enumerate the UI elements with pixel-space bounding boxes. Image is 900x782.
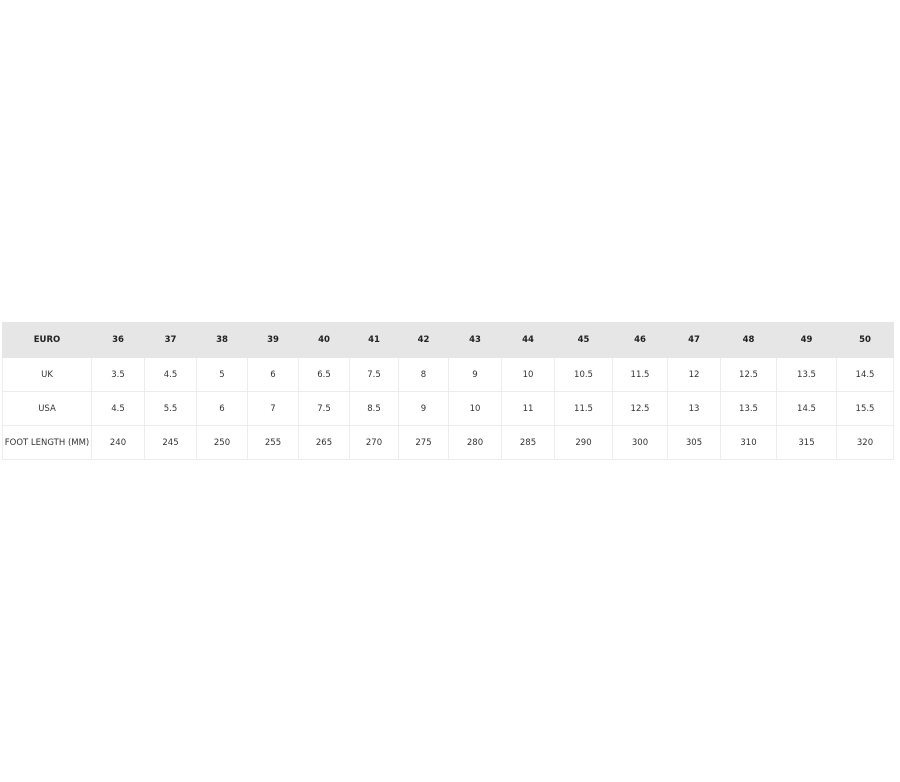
header-size-cell: 36 [91, 322, 145, 358]
size-value-cell: 290 [554, 425, 613, 460]
header-size-cell: 45 [554, 322, 613, 358]
header-size-cell: 47 [667, 322, 721, 358]
size-value-cell: 3.5 [91, 357, 145, 392]
size-value-cell: 14.5 [836, 357, 894, 392]
size-value-cell: 255 [247, 425, 299, 460]
size-value-cell: 320 [836, 425, 894, 460]
row-label-cell: FOOT LENGTH (MM) [2, 425, 92, 460]
size-value-cell: 7.5 [298, 391, 350, 426]
size-value-cell: 12.5 [612, 391, 668, 426]
header-size-cell: 46 [612, 322, 668, 358]
size-value-cell: 10.5 [554, 357, 613, 392]
size-value-cell: 15.5 [836, 391, 894, 426]
size-value-cell: 315 [776, 425, 837, 460]
size-value-cell: 4.5 [91, 391, 145, 426]
header-size-cell: 42 [398, 322, 449, 358]
table-row: USA 4.5 5.5 6 7 7.5 8.5 9 10 11 11.5 12.5 13 13.5 14.5… [2, 391, 894, 426]
header-size-cell: 40 [298, 322, 350, 358]
size-value-cell: 250 [196, 425, 248, 460]
table-row: FOOT LENGTH (MM) 240 245 250 255 265 270 275 280… [2, 425, 894, 460]
size-value-cell: 11.5 [612, 357, 668, 392]
size-value-cell: 4.5 [144, 357, 197, 392]
header-size-cell: 43 [448, 322, 502, 358]
size-value-cell: 6.5 [298, 357, 350, 392]
size-value-cell: 240 [91, 425, 145, 460]
size-value-cell: 275 [398, 425, 449, 460]
size-value-cell: 7.5 [349, 357, 399, 392]
size-value-cell: 300 [612, 425, 668, 460]
row-label-cell: UK [2, 357, 92, 392]
size-value-cell: 7 [247, 391, 299, 426]
size-value-cell: 13 [667, 391, 721, 426]
header-size-cell: 37 [144, 322, 197, 358]
size-value-cell: 5 [196, 357, 248, 392]
size-value-cell: 12 [667, 357, 721, 392]
size-value-cell: 13.5 [776, 357, 837, 392]
header-label-cell: EURO [2, 322, 92, 358]
size-value-cell: 11 [501, 391, 555, 426]
header-size-cell: 39 [247, 322, 299, 358]
size-value-cell: 12.5 [720, 357, 777, 392]
size-value-cell: 280 [448, 425, 502, 460]
row-label-cell: USA [2, 391, 92, 426]
size-value-cell: 6 [196, 391, 248, 426]
size-value-cell: 5.5 [144, 391, 197, 426]
header-size-cell: 44 [501, 322, 555, 358]
size-value-cell: 11.5 [554, 391, 613, 426]
size-value-cell: 305 [667, 425, 721, 460]
size-value-cell: 10 [501, 357, 555, 392]
size-value-cell: 10 [448, 391, 502, 426]
size-value-cell: 6 [247, 357, 299, 392]
size-value-cell: 8.5 [349, 391, 399, 426]
size-value-cell: 13.5 [720, 391, 777, 426]
size-value-cell: 310 [720, 425, 777, 460]
header-size-cell: 41 [349, 322, 399, 358]
header-size-cell: 38 [196, 322, 248, 358]
size-value-cell: 9 [448, 357, 502, 392]
size-chart-table: EURO 36 37 38 39 40 41 42 43 44 45 46 47 48 49 50 UK 3.5… [2, 322, 894, 460]
size-value-cell: 285 [501, 425, 555, 460]
size-value-cell: 245 [144, 425, 197, 460]
size-value-cell: 8 [398, 357, 449, 392]
header-row: EURO 36 37 38 39 40 41 42 43 44 45 46 47 48 49 50 [2, 322, 894, 358]
table-row: UK 3.5 4.5 5 6 6.5 7.5 8 9 10 10.5 11.5 12 12.5 13.5 14… [2, 357, 894, 392]
header-size-cell: 49 [776, 322, 837, 358]
size-value-cell: 14.5 [776, 391, 837, 426]
size-value-cell: 9 [398, 391, 449, 426]
header-size-cell: 48 [720, 322, 777, 358]
header-size-cell: 50 [836, 322, 894, 358]
size-value-cell: 270 [349, 425, 399, 460]
size-value-cell: 265 [298, 425, 350, 460]
